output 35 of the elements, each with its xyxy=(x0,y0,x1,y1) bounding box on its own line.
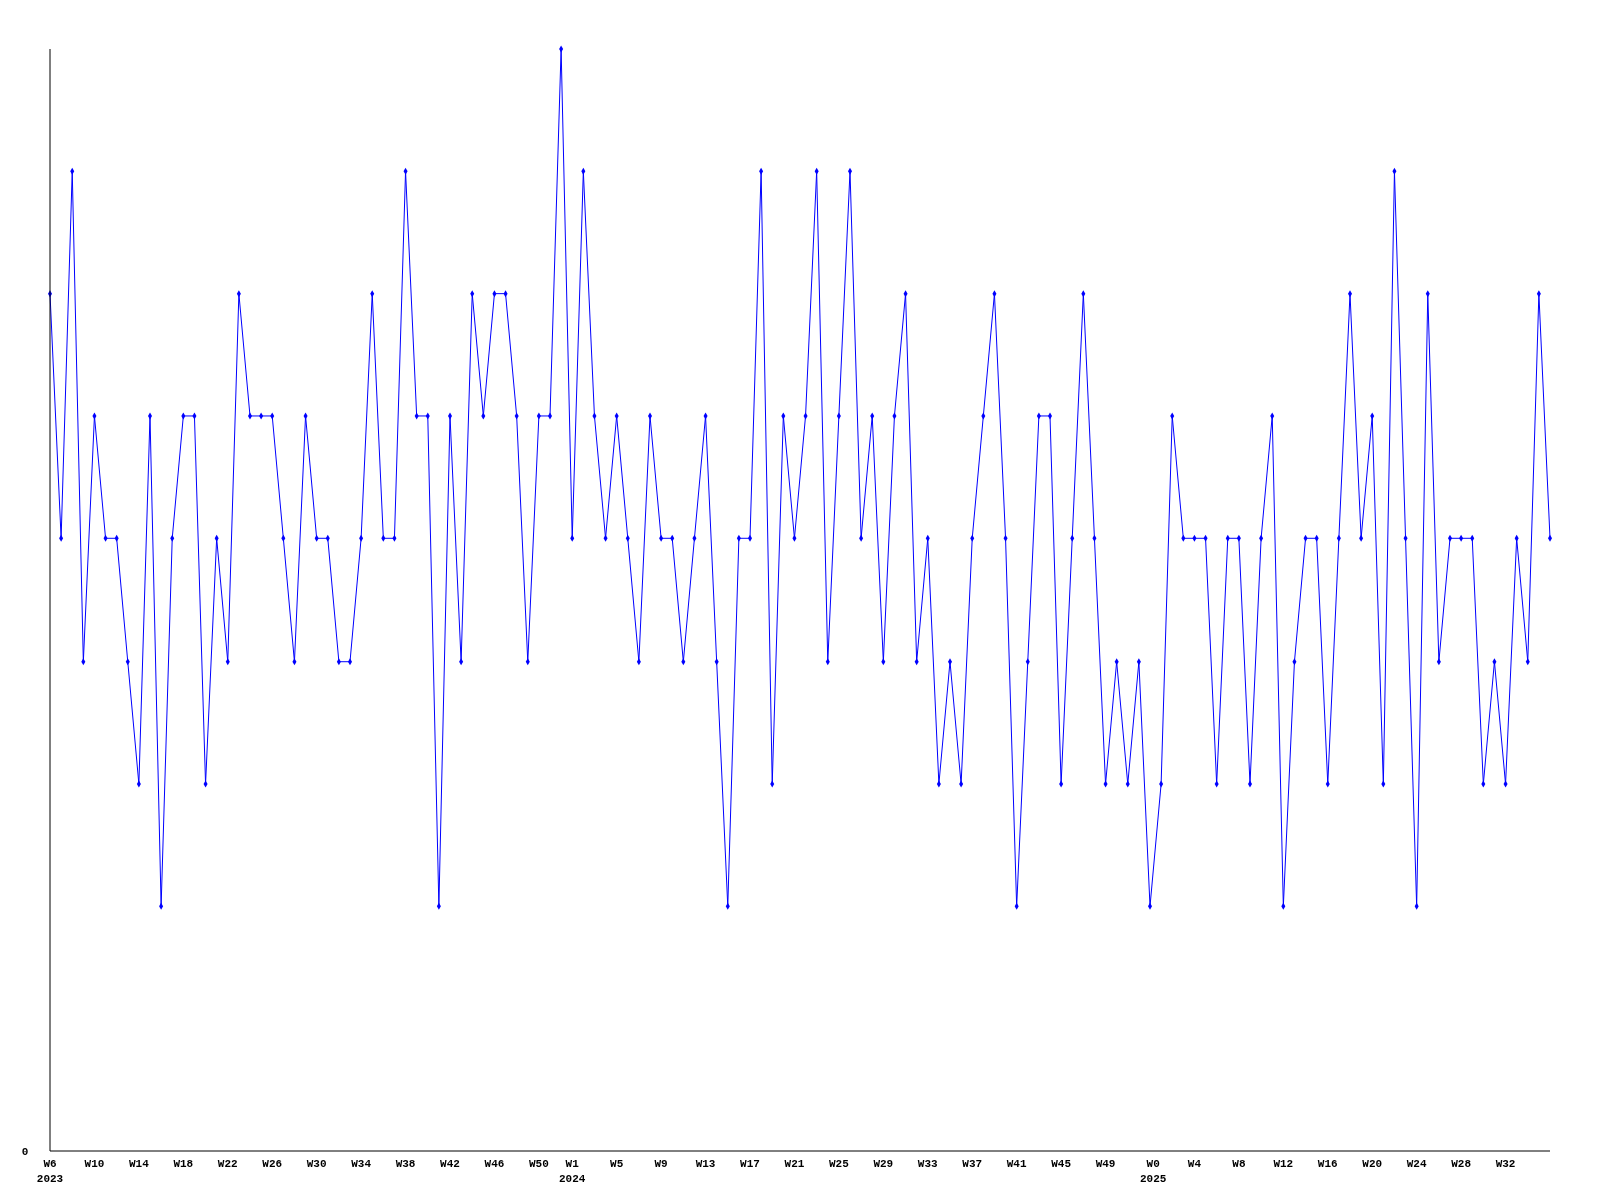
x-tick-label: W37 xyxy=(962,1158,983,1170)
x-tick-label: W9 xyxy=(654,1158,668,1170)
x-tick-label: W10 xyxy=(84,1158,105,1170)
x-tick-label: W45 xyxy=(1051,1158,1072,1170)
x-tick-label: W1 2024 xyxy=(559,1158,586,1185)
x-tick-label: W22 xyxy=(217,1158,238,1170)
x-tick-label: W28 xyxy=(1451,1158,1472,1170)
x-tick-label: W12 xyxy=(1273,1158,1294,1170)
x-tick-label: W24 xyxy=(1406,1158,1427,1170)
x-tick-label: W4 xyxy=(1187,1158,1202,1170)
x-tick-label: W20 xyxy=(1362,1158,1383,1170)
x-tick-label: W6 2023 xyxy=(36,1158,64,1185)
x-tick-label: W30 xyxy=(306,1158,327,1170)
x-tick-label: W16 xyxy=(1317,1158,1338,1170)
x-tick-label: W41 xyxy=(1006,1158,1027,1170)
x-tick-label: W14 xyxy=(128,1158,150,1170)
x-tick-label: W18 xyxy=(173,1158,194,1170)
x-tick-label: W29 xyxy=(873,1158,894,1170)
x-tick-label: W5 xyxy=(610,1158,624,1170)
x-tick-label: W8 xyxy=(1232,1158,1246,1170)
x-tick-label: W33 xyxy=(917,1158,939,1170)
x-tick-label: W34 xyxy=(351,1158,372,1170)
x-tick-label: W46 xyxy=(484,1158,505,1170)
x-tick-label: W25 xyxy=(828,1158,850,1170)
x-tick-label: W50 xyxy=(528,1158,549,1170)
text: 0 xyxy=(21,1146,29,1158)
x-tick-label: W17 xyxy=(740,1158,760,1170)
x-tick-label: W21 xyxy=(784,1158,805,1170)
x-tick-label: W49 xyxy=(1095,1158,1116,1170)
x-tick-label: W38 xyxy=(395,1158,416,1170)
x-tick-label: W0 2025 xyxy=(1139,1158,1167,1185)
x-tick-label: W32 xyxy=(1495,1158,1516,1170)
x-tick-label: W26 xyxy=(262,1158,283,1170)
x-tick-label: W13 xyxy=(695,1158,716,1170)
x-tick-label: W42 xyxy=(440,1158,460,1170)
